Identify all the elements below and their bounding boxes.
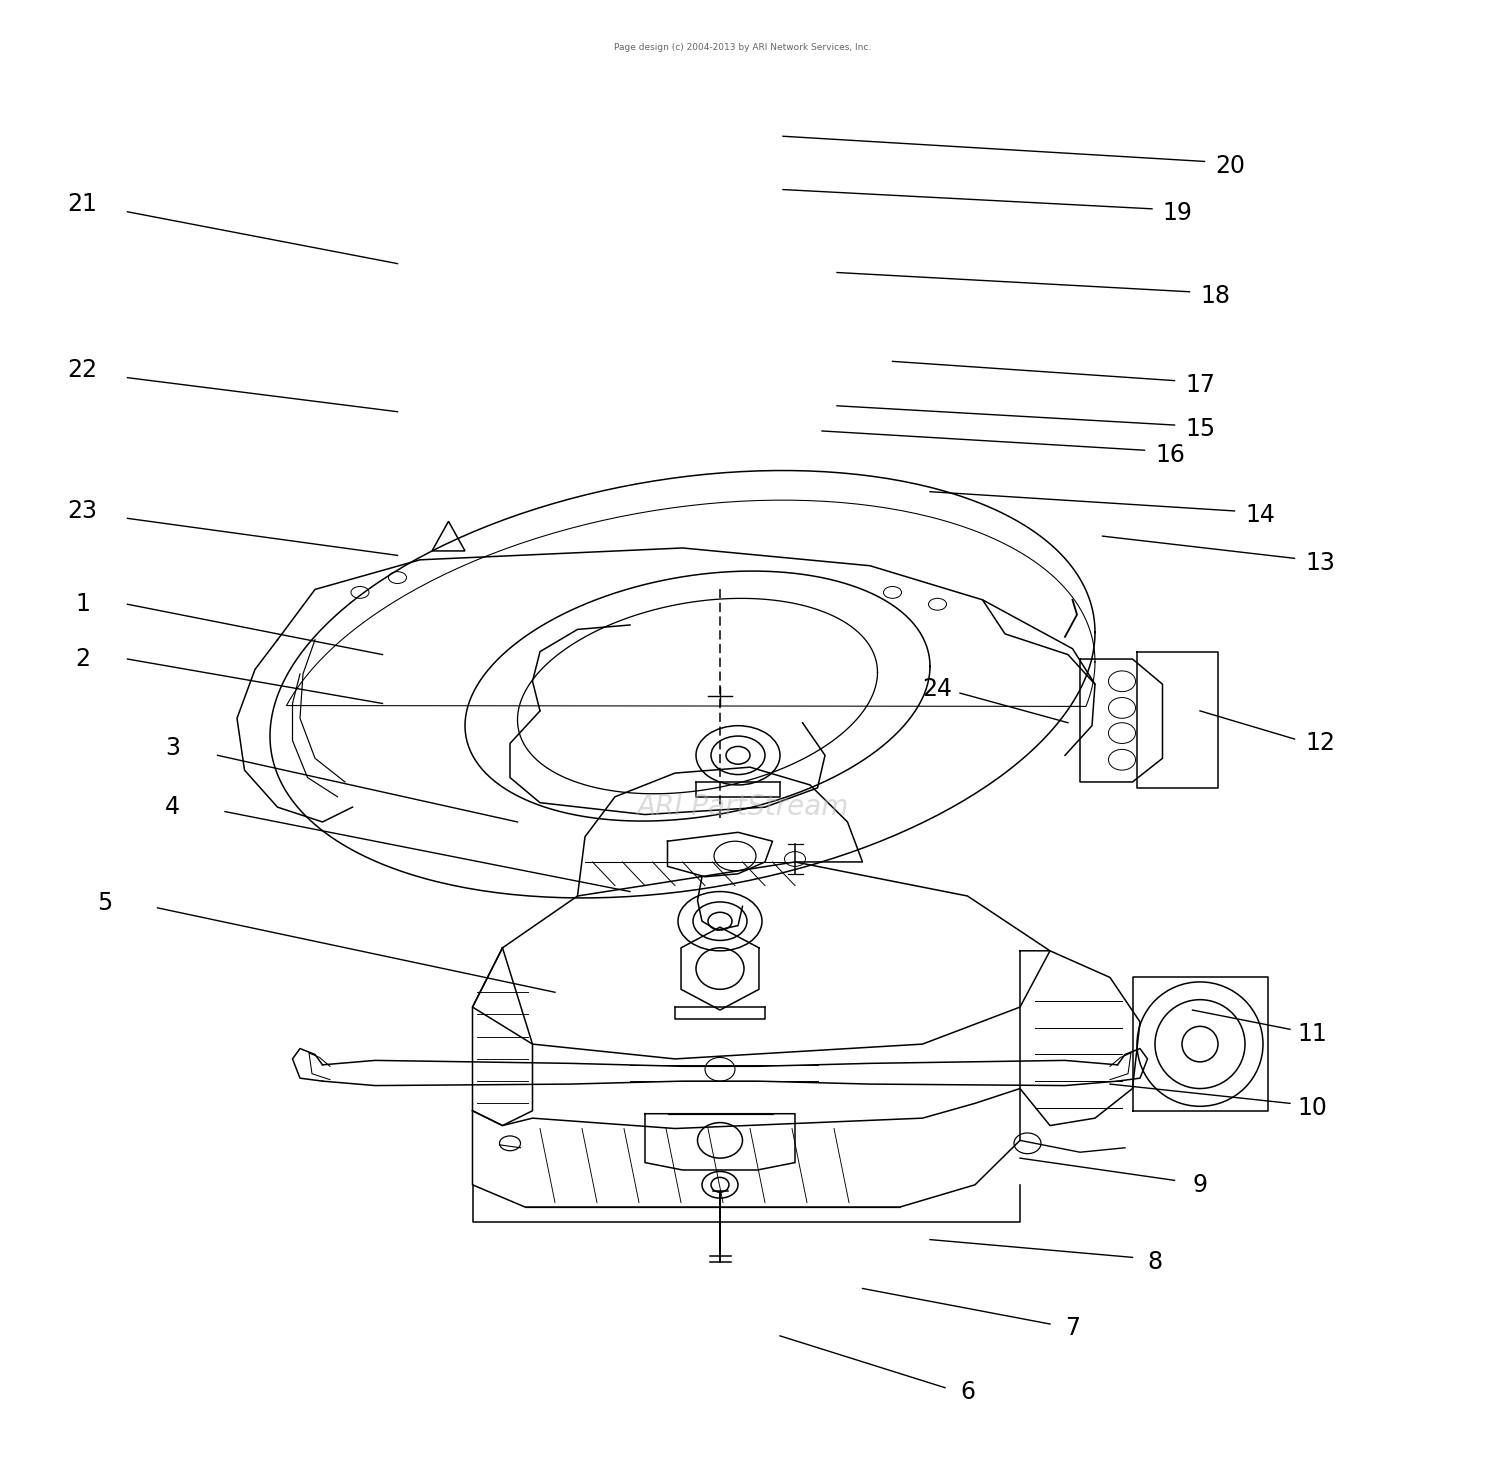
- Text: 11: 11: [1298, 1022, 1328, 1046]
- Text: 21: 21: [68, 193, 98, 216]
- Text: ARI PartStream: ARI PartStream: [636, 794, 849, 820]
- Text: 19: 19: [1162, 201, 1192, 225]
- Text: 6: 6: [960, 1380, 975, 1404]
- Text: 16: 16: [1155, 443, 1185, 467]
- Text: 15: 15: [1185, 418, 1215, 441]
- Text: 22: 22: [68, 358, 98, 382]
- Text: Page design (c) 2004-2013 by ARI Network Services, Inc.: Page design (c) 2004-2013 by ARI Network…: [614, 43, 872, 52]
- Text: 17: 17: [1185, 373, 1215, 397]
- Text: 7: 7: [1065, 1317, 1080, 1340]
- Text: 9: 9: [1192, 1173, 1208, 1197]
- Text: 18: 18: [1200, 284, 1230, 308]
- Text: 23: 23: [68, 499, 98, 523]
- Text: 10: 10: [1298, 1096, 1328, 1120]
- Text: 3: 3: [165, 736, 180, 760]
- Text: 2: 2: [75, 647, 90, 671]
- Text: 5: 5: [98, 892, 112, 915]
- Text: 1: 1: [75, 592, 90, 616]
- Text: 24: 24: [922, 677, 952, 701]
- Text: 4: 4: [165, 795, 180, 819]
- Text: 20: 20: [1215, 154, 1245, 178]
- Text: 8: 8: [1148, 1250, 1162, 1274]
- Text: 14: 14: [1245, 504, 1275, 527]
- Text: 13: 13: [1305, 551, 1335, 575]
- Text: 12: 12: [1305, 732, 1335, 755]
